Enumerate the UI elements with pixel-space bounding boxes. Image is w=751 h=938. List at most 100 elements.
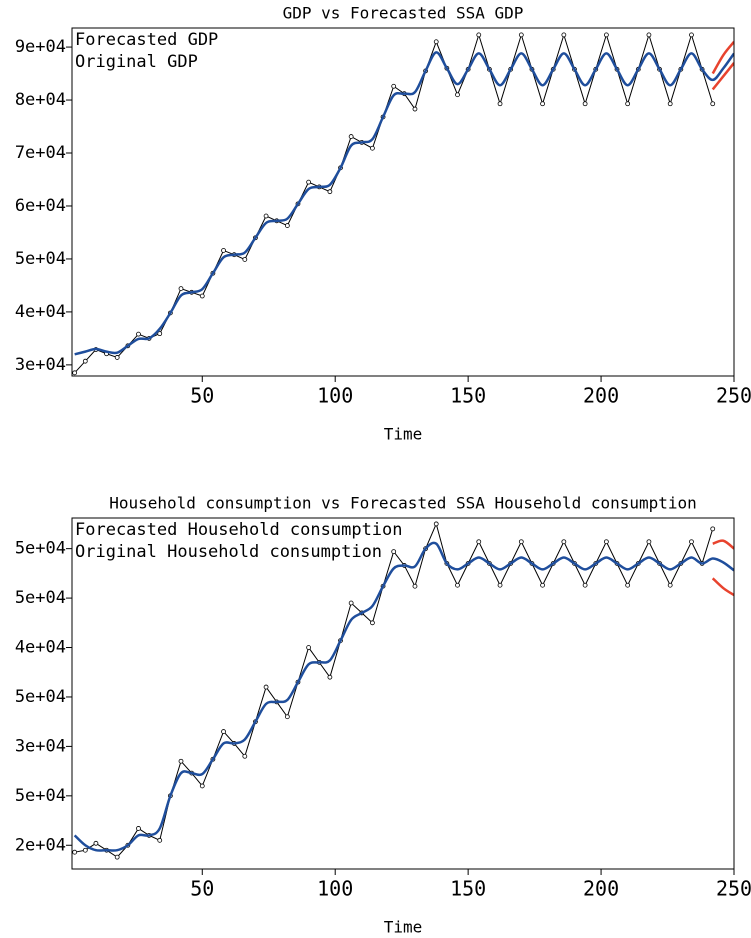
data-point [199, 783, 205, 789]
x-axis-label: Time [384, 918, 423, 937]
data-point [412, 583, 418, 589]
data-point [306, 179, 312, 185]
legend-entry: Forecasted Household consumption [75, 520, 403, 540]
y-tick-label: 4e+04 [15, 302, 66, 322]
x-tick-label: 50 [190, 877, 214, 901]
data-point [625, 101, 631, 107]
data-point [518, 539, 524, 545]
x-tick-label: 250 [716, 384, 751, 408]
y-tick-label: 5e+04 [15, 588, 66, 608]
data-point [497, 101, 503, 107]
y-tick-label: 6e+04 [15, 196, 66, 216]
series-line [711, 62, 734, 91]
data-point [540, 582, 545, 588]
data-point [82, 358, 88, 364]
data-point [327, 674, 333, 680]
y-tick-label: 8e+04 [15, 90, 66, 110]
data-point [178, 758, 184, 764]
data-point [412, 106, 418, 112]
data-point [72, 849, 78, 855]
data-point [82, 847, 88, 853]
x-tick-label: 50 [190, 384, 214, 408]
data-point [114, 854, 120, 860]
series-line [711, 577, 734, 597]
data-point [348, 600, 354, 606]
data-point [114, 355, 120, 360]
data-point [93, 840, 99, 846]
data-point [199, 293, 205, 299]
y-tick-label: 3e+04 [15, 736, 66, 756]
y-tick-label: 3e+04 [15, 355, 66, 375]
y-tick-label: 5e+04 [15, 249, 66, 269]
plot-area [72, 521, 734, 860]
data-point [603, 32, 609, 38]
legend-entry: Original Household consumption [75, 542, 382, 562]
panel: GDP vs Forecasted SSA GDP Time 50 100 150 200… [15, 4, 751, 444]
data-point [348, 134, 354, 139]
x-tick-label: 200 [583, 384, 619, 408]
y-tick-label: 9e+04 [15, 37, 66, 57]
x-axis-label: Time [384, 425, 423, 444]
data-point [582, 101, 588, 107]
plot-frame [71, 517, 735, 870]
data-point [370, 145, 375, 151]
y-tick-label: 7e+04 [15, 143, 66, 163]
data-point [689, 539, 694, 545]
data-point [178, 286, 184, 292]
legend-entry: Original GDP [75, 52, 198, 72]
data-point [667, 101, 673, 107]
series-line [711, 40, 734, 75]
data-point [710, 101, 716, 107]
x-tick-label: 150 [450, 384, 486, 408]
x-tick-label: 250 [716, 877, 751, 901]
data-point [136, 331, 141, 337]
data-point [455, 582, 460, 588]
series-line [712, 539, 734, 550]
data-point [582, 582, 588, 588]
chart-title: GDP vs Forecasted SSA GDP [283, 4, 524, 23]
x-tick-label: 100 [317, 384, 353, 408]
data-point [497, 582, 503, 588]
data-point [263, 684, 269, 690]
y-tick-label: 5e+04 [15, 786, 66, 806]
data-point [136, 826, 141, 831]
series-line [74, 51, 734, 356]
data-point [72, 370, 78, 376]
data-point [221, 729, 226, 734]
data-point [433, 521, 439, 527]
x-tick-label: 200 [583, 877, 619, 901]
y-tick-label: 2e+04 [15, 835, 66, 855]
series-line [73, 541, 734, 852]
data-point [157, 837, 163, 843]
data-point [689, 32, 694, 38]
plot-frame [71, 27, 735, 377]
data-point [327, 189, 333, 195]
data-point [476, 539, 482, 545]
data-point [284, 223, 290, 228]
y-tick-label: 5e+04 [15, 687, 66, 707]
data-point [433, 39, 439, 45]
data-point [242, 257, 248, 262]
data-point [646, 32, 652, 38]
data-point [306, 645, 312, 650]
data-point [476, 32, 482, 38]
data-point [391, 83, 397, 89]
data-point [284, 714, 290, 720]
series-line [74, 522, 714, 858]
data-point [370, 620, 375, 626]
data-point [157, 331, 163, 337]
data-point [540, 101, 545, 107]
chart-title: Household consumption vs Forecasted SSA … [109, 494, 697, 513]
data-point [603, 539, 609, 545]
data-point [455, 92, 460, 98]
data-point [391, 549, 397, 555]
data-point [221, 248, 226, 253]
legend-entry: Forecasted GDP [75, 30, 218, 50]
data-point [263, 213, 269, 219]
data-point [242, 753, 248, 759]
y-tick-label: 5e+04 [15, 539, 66, 559]
data-point [625, 582, 631, 588]
panel: Household consumption vs Forecasted SSA … [15, 494, 751, 937]
data-point [561, 539, 567, 545]
data-point [561, 32, 567, 38]
